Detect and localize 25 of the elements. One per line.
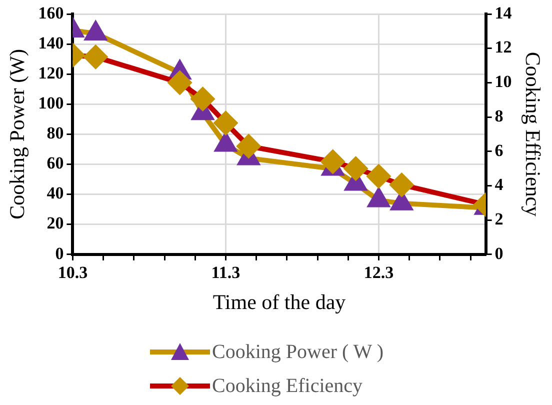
y2-tick-label: 8 xyxy=(494,106,504,126)
y-tick-label: 100 xyxy=(38,94,64,113)
y-tick-label: 0 xyxy=(55,244,64,263)
x-axis-title: Time of the day xyxy=(212,290,346,314)
x-tick-label: 11.3 xyxy=(211,262,240,282)
y-tick-label: 60 xyxy=(46,154,64,173)
x-tick-label: 12.3 xyxy=(364,262,394,282)
y-axis-title: Cooking Power (W) xyxy=(5,49,30,220)
y-tick-label: 160 xyxy=(38,3,64,22)
y2-tick-label: 0 xyxy=(494,244,504,263)
y-tick-label: 80 xyxy=(46,124,64,143)
y-tick-label: 20 xyxy=(46,214,64,233)
y-tick-label: 120 xyxy=(38,63,64,82)
y2-tick-label: 12 xyxy=(494,38,512,57)
y2-tick-label: 2 xyxy=(494,209,504,228)
x-tick-label: 10.3 xyxy=(58,262,88,282)
y2-tick-label: 10 xyxy=(494,72,512,92)
y2-axis-title: Cooking Efficiency xyxy=(520,52,545,218)
y2-tick-label: 6 xyxy=(494,140,504,160)
y2-tick-label: 4 xyxy=(494,175,504,194)
y2-tick-label: 14 xyxy=(494,3,512,22)
y-tick-label: 40 xyxy=(46,184,64,203)
legend-label: Cooking Eficiency xyxy=(212,374,363,398)
legend-label: Cooking Power ( W ) xyxy=(212,340,384,364)
y-tick-label: 140 xyxy=(38,33,64,52)
